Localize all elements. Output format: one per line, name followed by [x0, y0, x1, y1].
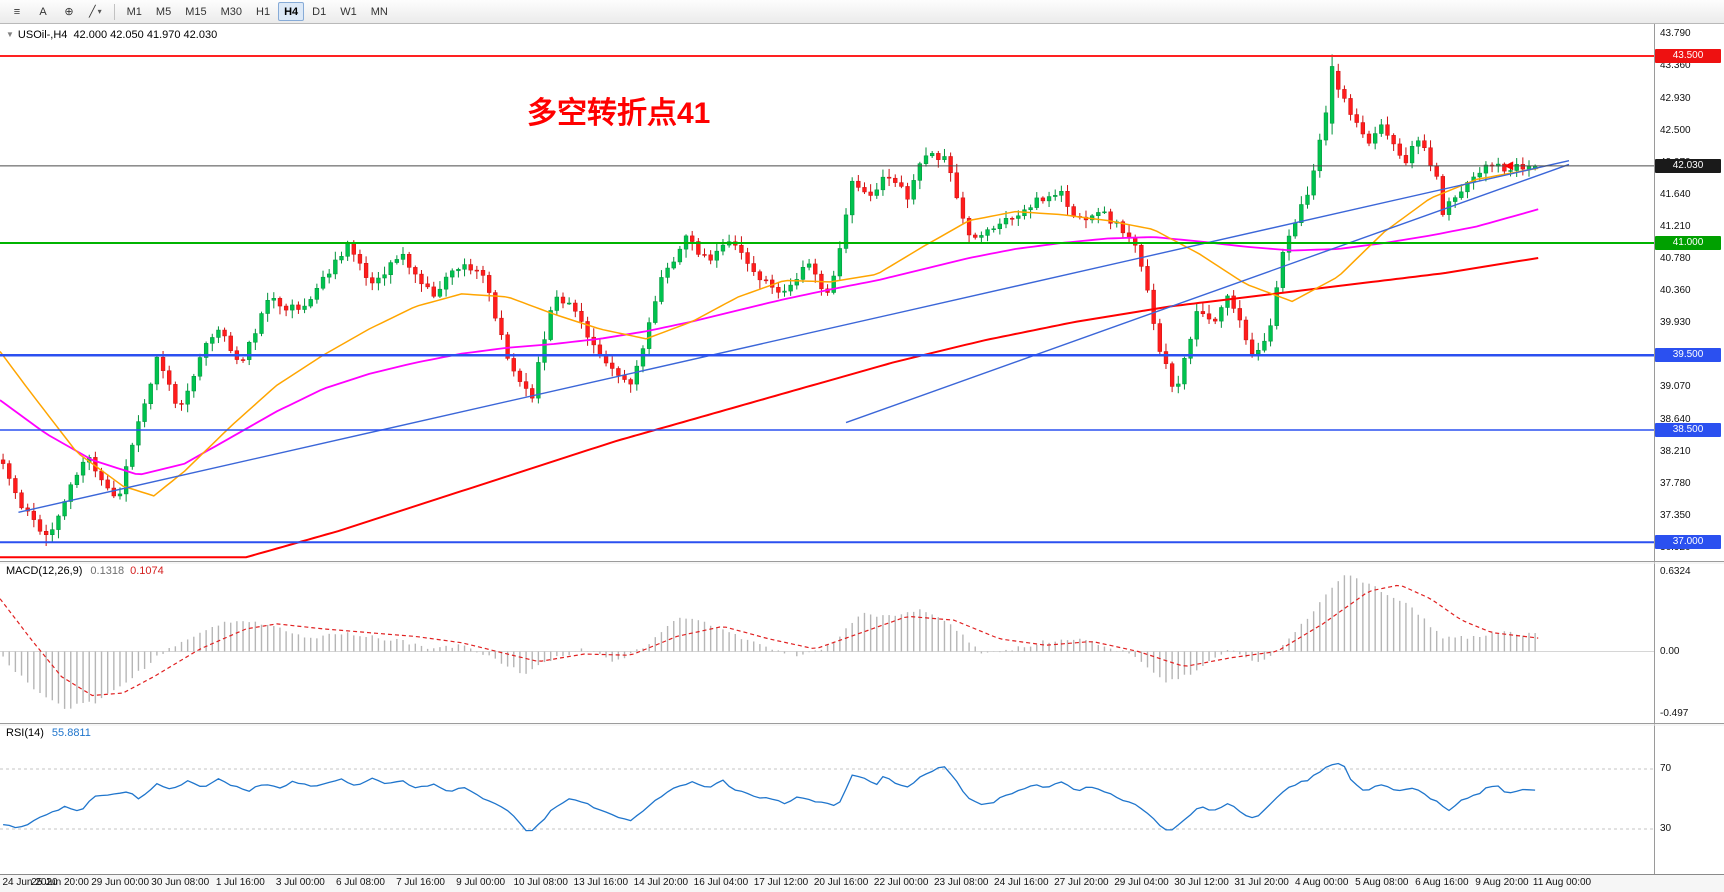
chart-symbol-period: USOil-,H4 [17, 29, 68, 41]
timeframe-button-h4[interactable]: H4 [278, 2, 305, 21]
rsi-value: 55.8811 [51, 727, 91, 739]
letter-a-icon: A [39, 5, 47, 18]
macd-signal-value: 0.1074 [130, 565, 164, 577]
timeframe-button-m5[interactable]: M5 [155, 5, 172, 18]
text-label-tool-button[interactable]: A [31, 2, 55, 21]
toolbar-separator [113, 3, 115, 20]
macd-indicator-label: MACD(12,26,9) 0.1318 0.1074 [6, 565, 164, 577]
ma-mid-magenta [0, 208, 1539, 476]
one-click-trading-arrow-icon[interactable]: ▼ [6, 30, 14, 39]
trendline-1[interactable] [18, 160, 1570, 514]
ma-fast-orange [0, 167, 1539, 497]
rsi-name: RSI(14) [6, 727, 44, 739]
line-tools-button[interactable]: ╱ ▾ [83, 2, 108, 21]
crosshair-tool-button[interactable]: ⊕ [57, 2, 81, 21]
timeframe-button-h1[interactable]: H1 [256, 5, 271, 18]
chart-annotation-text[interactable]: 多空转折点41 [527, 97, 711, 130]
trendline-icon: ╱ [89, 6, 96, 18]
timeframe-button-m15[interactable]: M15 [185, 5, 207, 18]
rsi-indicator-label: RSI(14) 55.8811 [6, 727, 91, 739]
chart-title: ▼ USOil-,H4 42.000 42.050 41.970 42.030 [6, 29, 217, 41]
timeframe-button-mn[interactable]: MN [370, 5, 388, 18]
time-axis[interactable] [0, 874, 1724, 892]
timeframe-button-m30[interactable]: M30 [220, 5, 243, 18]
chevron-down-icon: ▾ [97, 7, 102, 16]
timeframe-button-d1[interactable]: D1 [312, 5, 327, 18]
candles-layer [0, 54, 1538, 547]
toolbar: ≡ A ⊕ ╱ ▾ M1 M5 M15 M30 H1 H4 D1 W1 MN [0, 0, 1724, 24]
timeframe-button-w1[interactable]: W1 [340, 5, 357, 18]
trendline-2[interactable] [845, 163, 1570, 424]
macd-panel-layer [0, 575, 1654, 709]
ma-slow-red [0, 257, 1539, 559]
macd-name: MACD(12,26,9) [6, 565, 83, 577]
timeframe-button-m1[interactable]: M1 [126, 5, 142, 18]
charts-menu-button[interactable]: ≡ [5, 2, 29, 21]
price-arrow-marker [1504, 161, 1514, 171]
rsi-line [3, 762, 1536, 832]
timeframe-buttons: M1 M5 M15 M30 H1 H4 D1 W1 MN [120, 0, 395, 23]
crosshair-icon: ⊕ [64, 6, 74, 18]
macd-main-value: 0.1318 [90, 565, 125, 577]
menu-icon: ≡ [13, 5, 21, 18]
toolbar-tools: ≡ A ⊕ ╱ ▾ [4, 0, 109, 23]
macd-signal-line [0, 584, 1539, 697]
chart-ohlc-values: 42.000 42.050 41.970 42.030 [73, 29, 218, 41]
rsi-panel-layer [0, 762, 1654, 832]
